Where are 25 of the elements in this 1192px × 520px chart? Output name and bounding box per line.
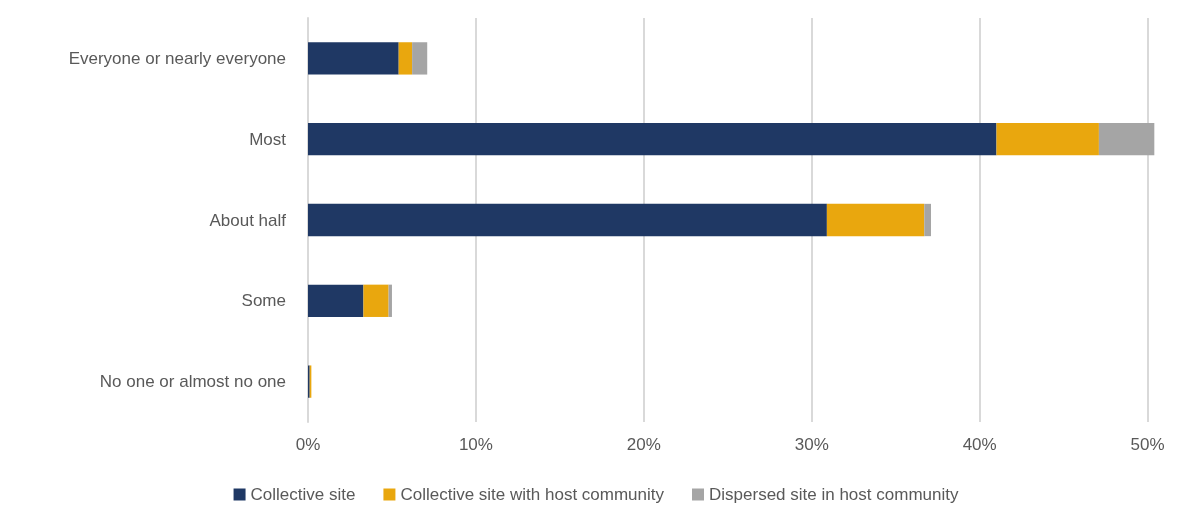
bar xyxy=(924,203,931,237)
bar xyxy=(308,284,364,317)
bar xyxy=(398,42,413,75)
y-tick-label: About half xyxy=(209,210,287,230)
bar xyxy=(308,42,399,75)
bar xyxy=(308,123,997,156)
y-tick-label: Some xyxy=(241,291,286,311)
bar xyxy=(308,203,827,237)
bar xyxy=(363,284,389,317)
x-tick-label: 10% xyxy=(458,435,493,454)
x-tick-label: 20% xyxy=(626,435,661,454)
legend-label: Collective site with host community xyxy=(400,485,665,504)
y-tick-label: Everyone or nearly everyone xyxy=(68,48,286,68)
x-tick-label: 40% xyxy=(962,435,997,454)
bar xyxy=(826,203,925,237)
x-tick-label: 50% xyxy=(1130,435,1165,454)
bar xyxy=(996,123,1099,156)
y-tick-label: Most xyxy=(249,129,287,149)
x-tick-label: 30% xyxy=(794,435,829,454)
x-tick-label: 0% xyxy=(295,435,321,454)
legend-label: Collective site xyxy=(250,485,356,504)
bar xyxy=(412,42,428,75)
legend-label: Dispersed site in host community xyxy=(709,485,959,504)
y-tick-label: No one or almost no one xyxy=(99,372,286,392)
bar xyxy=(1098,123,1155,156)
